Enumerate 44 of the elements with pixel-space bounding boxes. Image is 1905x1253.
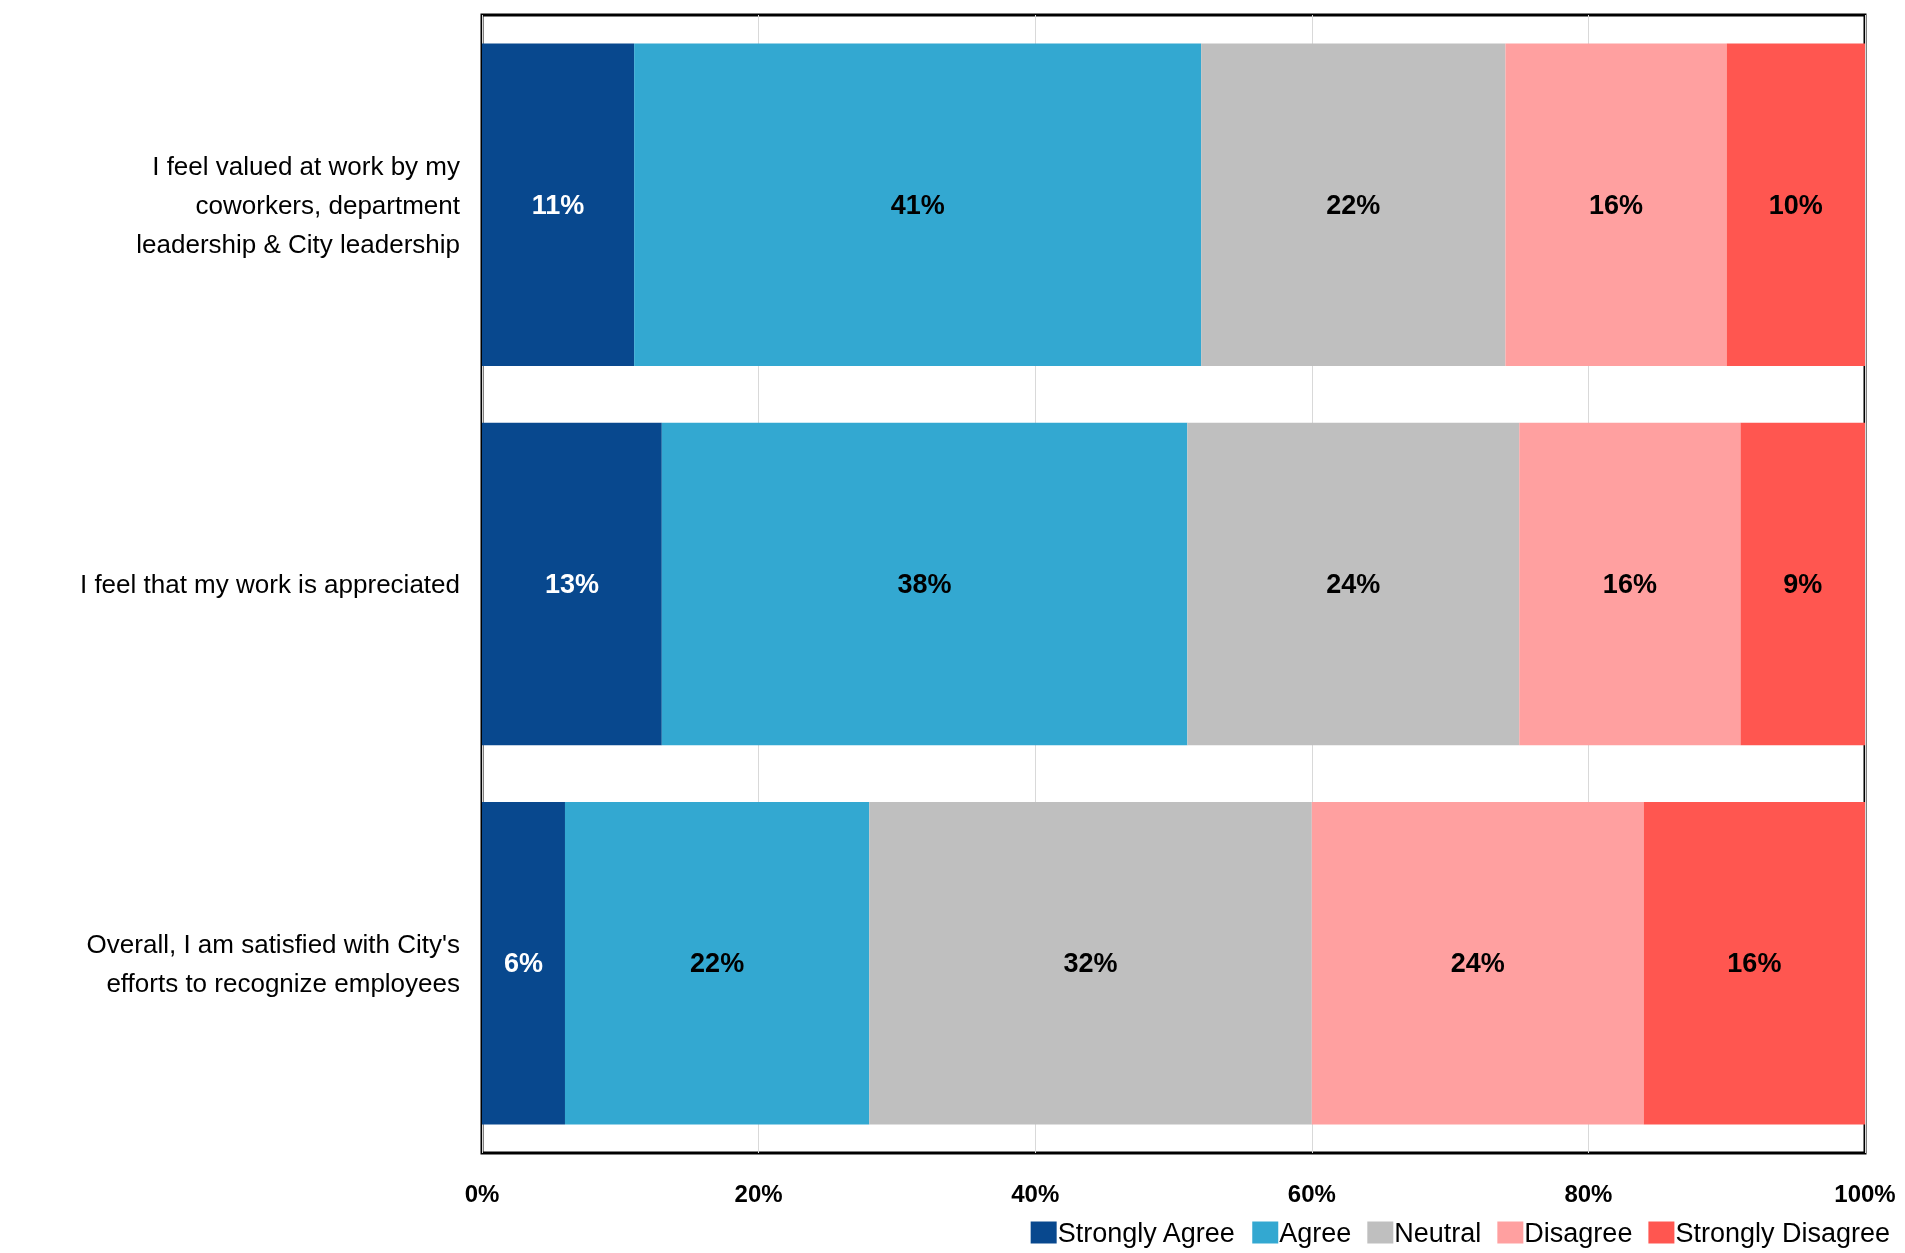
bar: [1505, 43, 1727, 366]
bar: [564, 802, 870, 1125]
x-tick-label: 60%: [1287, 1179, 1336, 1207]
data-label: 41%: [890, 189, 945, 220]
bar: [482, 422, 662, 746]
x-tick-label: 0%: [464, 1179, 500, 1207]
bar: [661, 422, 1188, 746]
bar: [1519, 422, 1741, 746]
data-label: 32%: [1063, 948, 1118, 979]
bar: [1311, 802, 1644, 1125]
data-label: 22%: [690, 948, 745, 979]
legend-label: Agree: [1279, 1217, 1352, 1248]
bar: [1187, 422, 1520, 746]
data-label: 16%: [1602, 569, 1657, 599]
legend-label: Neutral: [1394, 1217, 1482, 1248]
y-tick-label: I feel that my work is appreciated: [79, 569, 460, 599]
x-tick-label: 100%: [1834, 1179, 1896, 1207]
x-tick-label: 20%: [734, 1179, 783, 1207]
data-label: 9%: [1783, 569, 1823, 599]
legend-label: Strongly Disagree: [1675, 1217, 1891, 1248]
data-label: 38%: [897, 569, 952, 599]
data-label: 24%: [1326, 569, 1381, 599]
y-tick-label: I feel valued at work by my coworkers, department leadership & City leadership: [136, 150, 461, 259]
data-label: 22%: [1326, 189, 1381, 220]
data-label: 13%: [544, 569, 599, 599]
legend-label: Strongly Agree: [1057, 1217, 1235, 1248]
data-label: 11%: [531, 189, 585, 220]
data-label: 24%: [1450, 948, 1505, 979]
data-label: 10%: [1768, 189, 1823, 220]
x-tick-label: 40%: [1011, 1179, 1060, 1207]
bar: [1726, 43, 1865, 366]
bar: [1201, 43, 1506, 366]
bar: [1643, 802, 1865, 1125]
data-label: 16%: [1589, 189, 1644, 220]
data-label: 16%: [1727, 948, 1782, 979]
x-tick-label: 80%: [1564, 1179, 1613, 1207]
bar: [869, 802, 1312, 1125]
bar: [1740, 422, 1865, 746]
bar: [634, 43, 1202, 366]
bar: [482, 802, 565, 1125]
legend-label: Disagree: [1524, 1217, 1633, 1248]
y-tick-label: Overall, I am satisfied with City's efforts to recognize employees: [86, 928, 460, 998]
bar: [482, 43, 635, 366]
data-label: 6%: [503, 948, 544, 979]
